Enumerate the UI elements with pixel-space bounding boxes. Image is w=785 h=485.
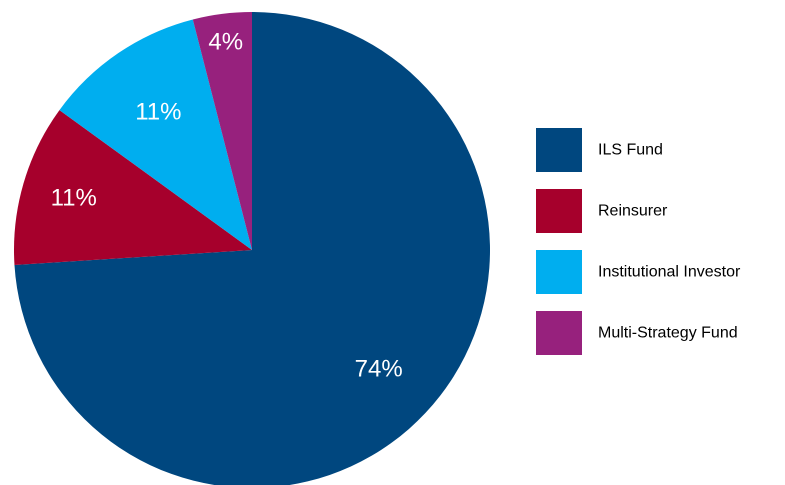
legend-swatch-institutional-investor xyxy=(536,250,582,294)
legend: ILS Fund Reinsurer Institutional Investor M… xyxy=(536,128,741,355)
legend-item-reinsurer: Reinsurer xyxy=(536,189,668,233)
legend-item-ils-fund: ILS Fund xyxy=(536,128,663,172)
slice-reinsurer xyxy=(13,110,252,265)
legend-swatch-multi-strategy-fund xyxy=(536,311,582,355)
slice-institutional-investor xyxy=(59,19,253,251)
slice-label-ils-fund: 74% xyxy=(355,355,403,382)
slice-label-reinsurer: 11% xyxy=(51,185,97,212)
slice-multi-strategy-fund xyxy=(192,12,252,250)
slice-label-multi-strategy-fund: 4% xyxy=(208,29,243,56)
legend-label-multi-strategy-fund: Multi-Strategy Fund xyxy=(598,325,738,342)
pie-labels: 74% 11% 11% 4% xyxy=(51,29,403,383)
pie-slices xyxy=(13,12,490,485)
legend-swatch-ils-fund xyxy=(536,128,582,172)
slice-label-institutional-investor: 11% xyxy=(135,99,181,126)
legend-label-ils-fund: ILS Fund xyxy=(598,142,663,159)
legend-label-reinsurer: Reinsurer xyxy=(598,203,668,220)
legend-label-institutional-investor: Institutional Investor xyxy=(598,264,741,281)
slice-ils-fund xyxy=(14,12,490,485)
legend-item-multi-strategy-fund: Multi-Strategy Fund xyxy=(536,311,738,355)
legend-item-institutional-investor: Institutional Investor xyxy=(536,250,741,294)
legend-swatch-reinsurer xyxy=(536,189,582,233)
